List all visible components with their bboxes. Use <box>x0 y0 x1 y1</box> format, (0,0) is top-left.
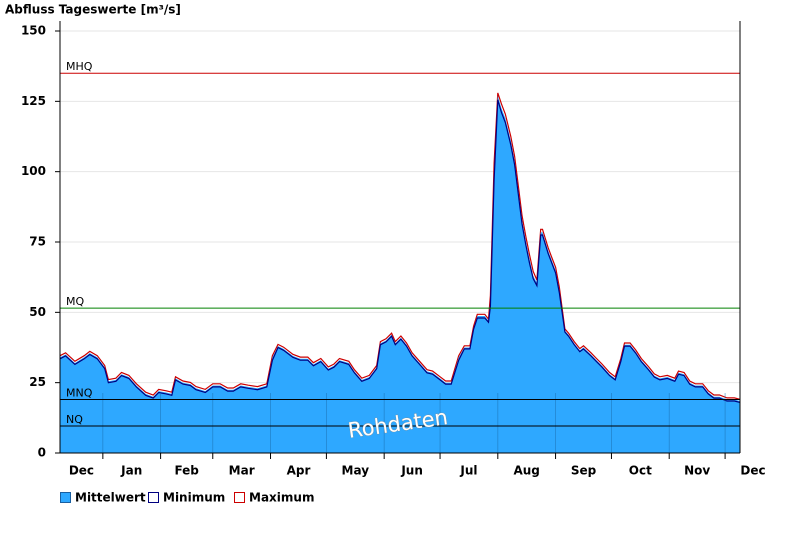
month-label: Jul <box>459 464 477 478</box>
y-tick-label: 0 <box>38 446 46 460</box>
reference-label: MHQ <box>66 60 93 73</box>
y-tick-label: 125 <box>21 94 46 108</box>
legend-label: Minimum <box>163 491 225 505</box>
y-tick-label: 25 <box>29 375 46 389</box>
legend-swatch <box>60 492 71 503</box>
min-line <box>59 99 741 403</box>
legend-label: Mittelwert <box>75 491 146 505</box>
month-label: Mar <box>229 464 255 478</box>
month-label: Nov <box>684 464 710 478</box>
legend-label: Maximum <box>249 491 314 505</box>
max-line <box>59 92 741 400</box>
month-label: Dec <box>69 464 94 478</box>
month-label: Oct <box>629 464 652 478</box>
y-tick-label: 150 <box>21 24 46 38</box>
y-tick-label: 100 <box>21 164 46 178</box>
legend-swatch <box>148 492 159 503</box>
month-label: Sep <box>571 464 597 478</box>
month-label: Apr <box>287 464 311 478</box>
mean-area <box>60 95 740 453</box>
reference-label: MQ <box>66 295 84 308</box>
y-tick-label: 75 <box>29 235 46 249</box>
month-label: Jun <box>400 464 423 478</box>
month-label: May <box>342 464 370 478</box>
reference-label: NQ <box>66 413 83 426</box>
month-label: Feb <box>174 464 199 478</box>
y-tick-label: 50 <box>29 305 46 319</box>
legend-swatch <box>234 492 245 503</box>
month-label: Aug <box>513 464 539 478</box>
month-label: Dec <box>740 464 765 478</box>
chart-title: Abfluss Tageswerte [m³/s] <box>5 3 181 17</box>
reference-label: MNQ <box>66 387 93 400</box>
month-label: Jan <box>120 464 142 478</box>
